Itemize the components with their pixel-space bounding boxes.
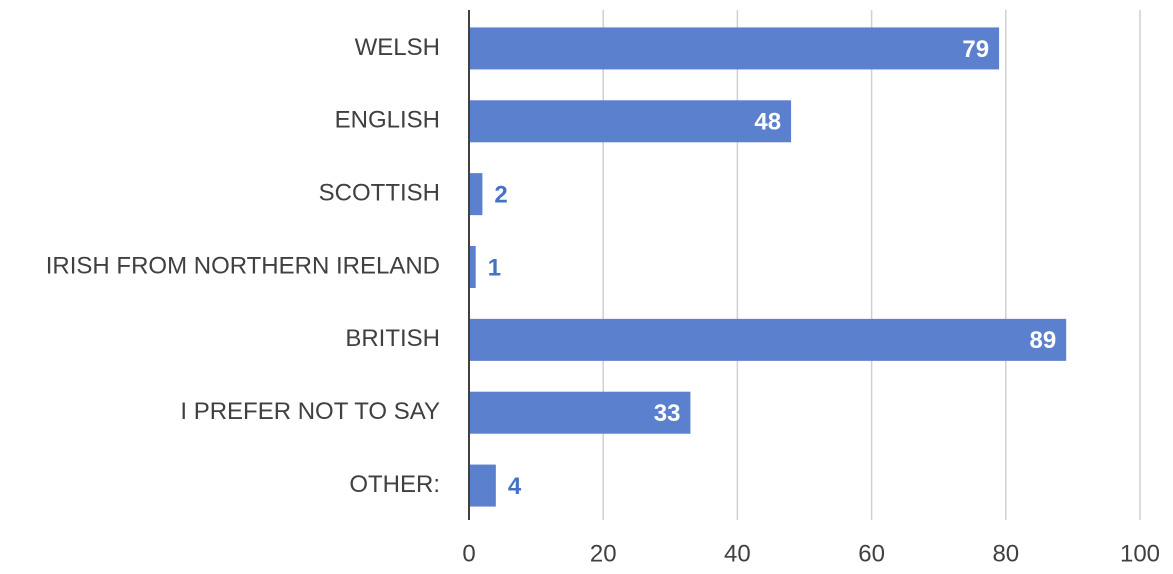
x-tick-label: 0 xyxy=(462,540,475,567)
bar xyxy=(469,100,792,143)
x-tick-label: 60 xyxy=(858,540,885,567)
data-label: 89 xyxy=(1029,327,1056,354)
data-label: 4 xyxy=(508,473,522,500)
data-label: 2 xyxy=(494,181,507,208)
y-tick-label: WELSH xyxy=(355,34,440,61)
y-tick-label: BRITISH xyxy=(345,325,440,352)
y-tick-label: IRISH FROM NORTHERN IRELAND xyxy=(46,252,440,279)
x-tick-label: 80 xyxy=(992,540,1019,567)
bar xyxy=(469,391,691,434)
bar xyxy=(469,246,476,288)
bar xyxy=(469,27,1000,70)
bar xyxy=(469,173,483,216)
y-tick-label: OTHER: xyxy=(349,471,440,498)
data-label: 79 xyxy=(962,36,989,63)
y-tick-label: ENGLISH xyxy=(335,107,440,134)
bar xyxy=(469,318,1067,361)
data-label: 48 xyxy=(754,109,781,136)
x-tick-label: 100 xyxy=(1120,540,1160,567)
x-tick-label: 20 xyxy=(590,540,617,567)
data-label: 1 xyxy=(488,254,501,281)
bar xyxy=(469,464,496,507)
x-tick-label: 40 xyxy=(724,540,751,567)
data-label: 33 xyxy=(654,400,681,427)
y-tick-label: I PREFER NOT TO SAY xyxy=(180,398,440,425)
y-tick-label: SCOTTISH xyxy=(319,179,440,206)
